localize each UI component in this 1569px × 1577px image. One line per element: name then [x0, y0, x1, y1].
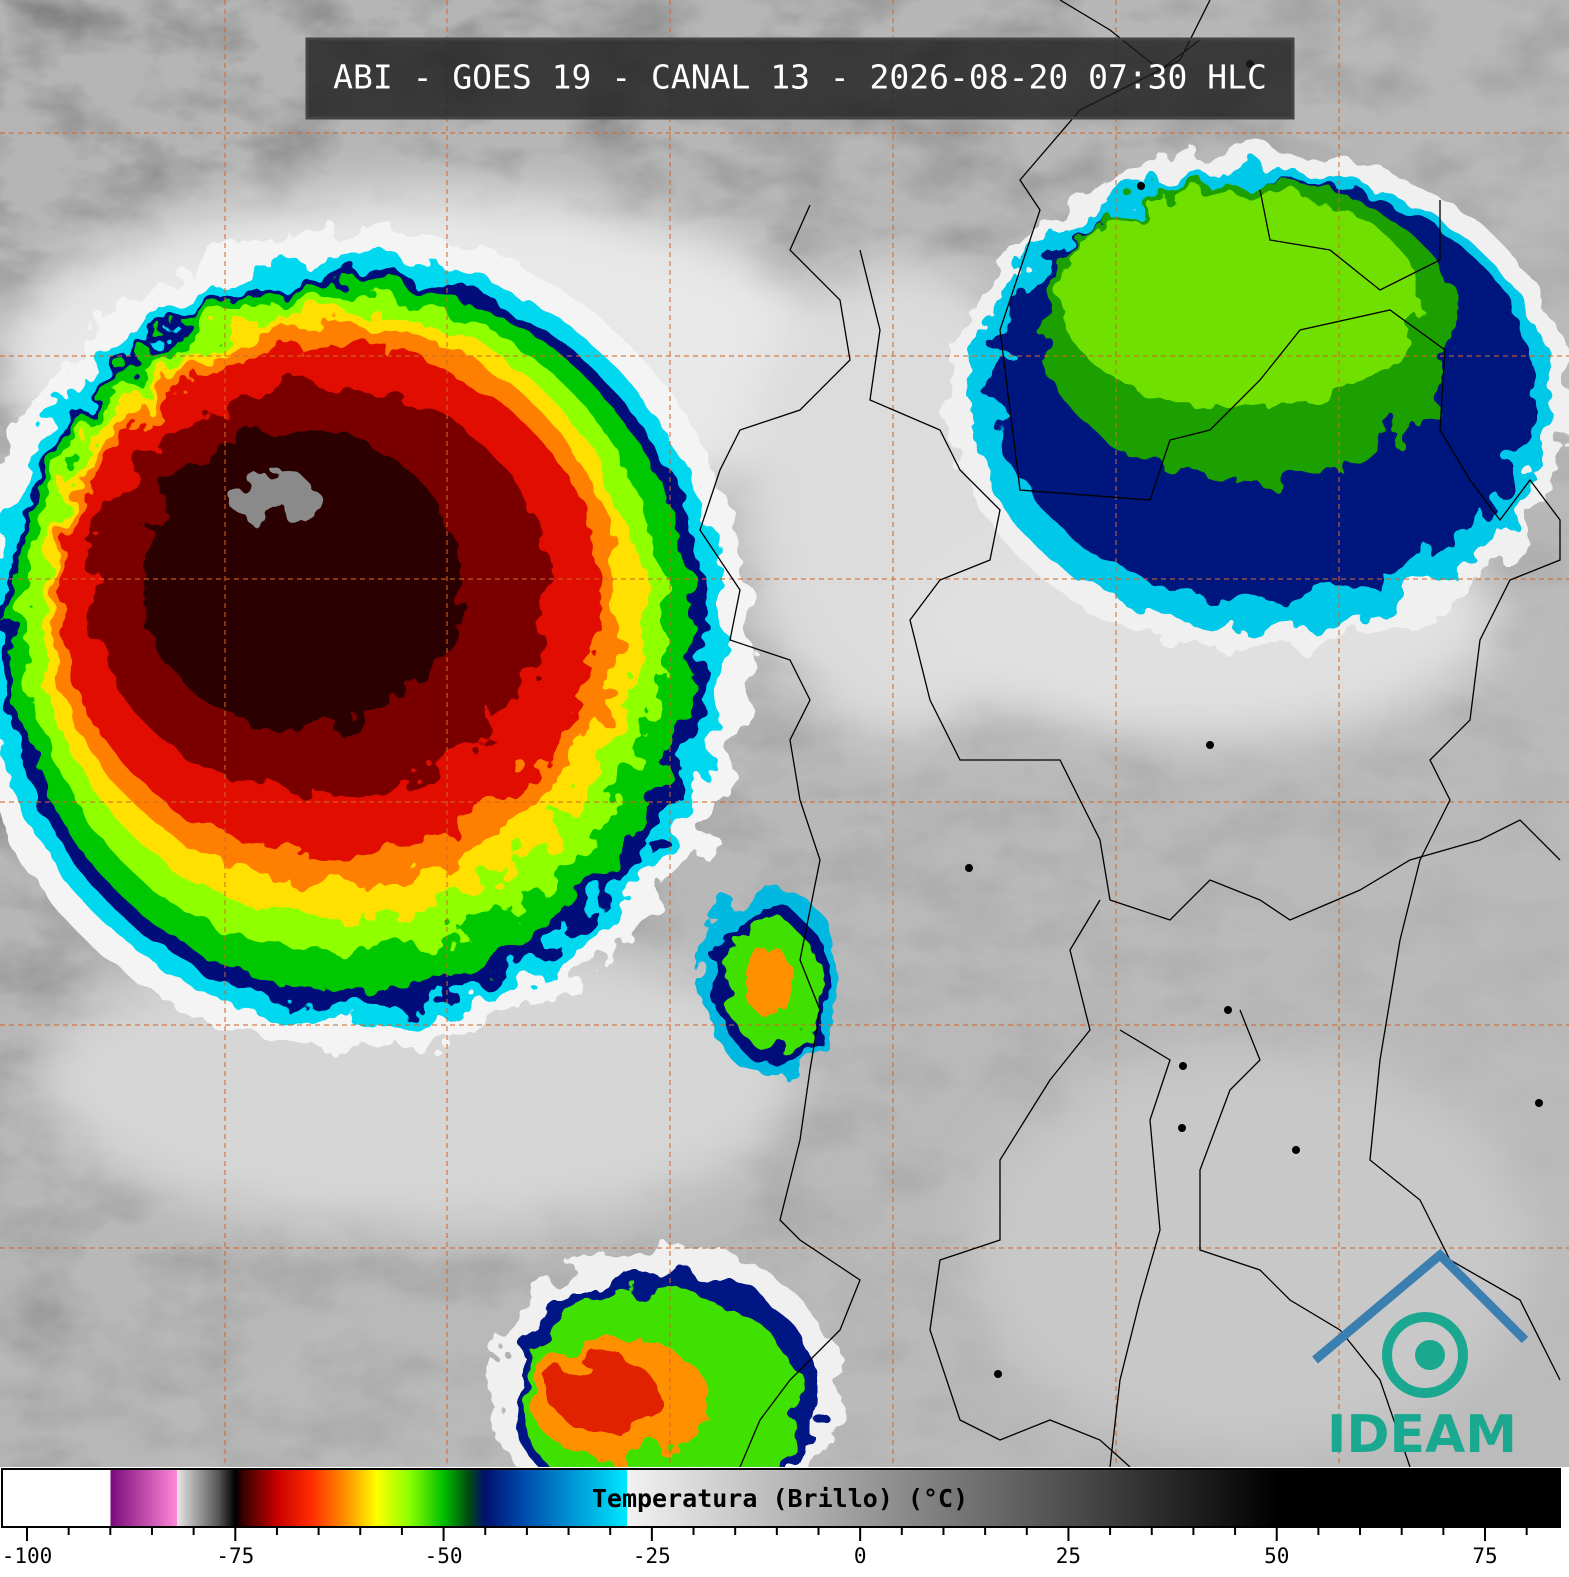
colorbar: Temperatura (Brillo) (°C) -100 -75 -50 -25 0 2… — [0, 1467, 1569, 1577]
logo: IDEAM — [1312, 1248, 1529, 1465]
tick-label: 75 — [1472, 1544, 1497, 1568]
title: ABI - GOES 19 - CANAL 13 - 2026-08-20 07… — [333, 58, 1267, 97]
logo-roof — [1312, 1248, 1529, 1364]
storm-south — [490, 1245, 840, 1535]
colorbar-ramp — [1, 1468, 1561, 1528]
lat-lon-grid — [0, 0, 1569, 1467]
storm-main — [0, 230, 750, 1050]
tick-label: -100 — [2, 1544, 53, 1568]
title-box — [305, 37, 1295, 120]
tick-label: 25 — [1056, 1544, 1081, 1568]
colorbar-label: Temperatura (Brillo) (°C) — [592, 1484, 968, 1513]
logo-swirl — [1382, 1312, 1468, 1398]
tick-label: 50 — [1264, 1544, 1289, 1568]
city-dots — [965, 60, 1543, 1378]
tick-label: 0 — [854, 1544, 867, 1568]
borders — [699, 0, 1561, 1468]
logo-text: IDEAM — [1327, 1405, 1517, 1465]
map: IDEAM ABI - GOES 19 - CANAL 13 - 2026-08… — [0, 0, 1569, 1535]
storm-small — [700, 885, 840, 1075]
logo-eye — [1415, 1340, 1445, 1370]
tick-label: -25 — [633, 1544, 671, 1568]
tick-label: -50 — [425, 1544, 463, 1568]
storm-northeast — [950, 150, 1569, 650]
tick-label: -75 — [216, 1544, 254, 1568]
